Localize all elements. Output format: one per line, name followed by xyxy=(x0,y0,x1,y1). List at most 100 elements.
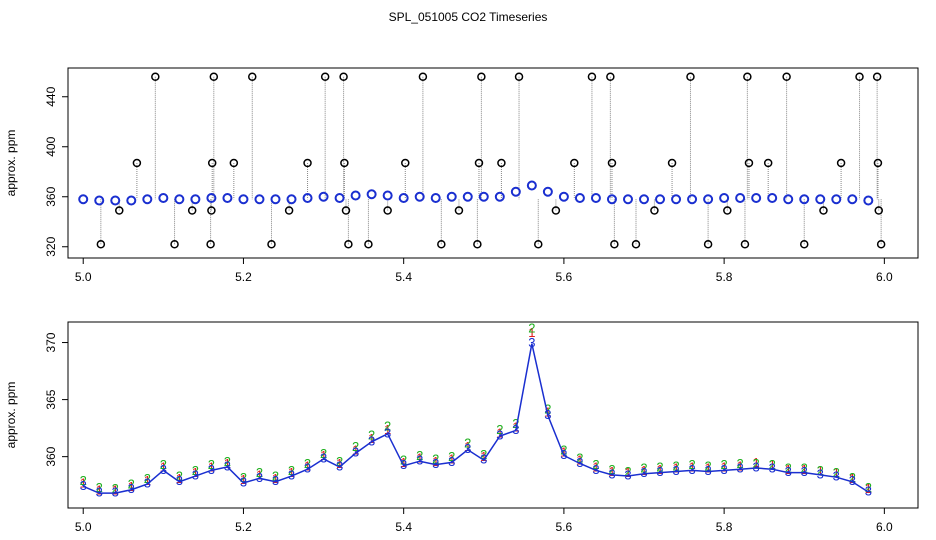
data-point xyxy=(631,240,641,249)
data-point xyxy=(462,191,473,202)
data-glyph: 3 xyxy=(304,461,311,476)
data-point xyxy=(286,194,297,205)
data-point xyxy=(510,186,521,197)
data-glyph: 3 xyxy=(672,463,679,478)
data-glyph: 2 xyxy=(833,465,840,480)
data-glyph: 2 xyxy=(416,448,423,463)
data-glyph: 3 xyxy=(560,447,567,462)
data-point xyxy=(132,158,142,168)
data-point xyxy=(366,189,377,200)
data-glyph: 3 xyxy=(640,465,647,480)
data-point xyxy=(115,206,124,215)
data-glyph: 2 xyxy=(144,471,151,486)
data-glyph: 3 xyxy=(448,454,455,469)
data-glyph: 2 xyxy=(176,469,183,484)
data-point xyxy=(270,194,281,205)
data-point xyxy=(872,72,882,81)
data-point xyxy=(190,194,201,205)
data-glyph: 1 xyxy=(688,459,695,474)
data-glyph: 3 xyxy=(480,452,487,467)
data-point xyxy=(401,158,410,168)
data-point xyxy=(687,194,698,205)
data-point xyxy=(639,194,650,205)
data-point xyxy=(542,186,553,197)
data-glyph: 1 xyxy=(320,448,327,463)
data-point xyxy=(876,240,886,249)
data-glyph: 1 xyxy=(160,459,167,474)
data-glyph: 2 xyxy=(769,457,776,472)
data-glyph: 1 xyxy=(849,471,856,486)
data-glyph: 2 xyxy=(272,469,279,484)
data-point xyxy=(815,194,826,205)
data-glyph: 3 xyxy=(801,464,808,479)
data-glyph: 3 xyxy=(753,459,760,474)
data-point xyxy=(686,72,695,81)
data-glyph: 1 xyxy=(112,482,119,497)
data-point xyxy=(96,240,106,249)
data-point xyxy=(514,72,524,81)
data-point xyxy=(267,240,276,249)
data-glyph: 2 xyxy=(320,446,327,461)
data-point xyxy=(209,72,219,81)
data-glyph: 3 xyxy=(416,453,423,468)
figure-title: SPL_051005 CO2 Timeseries xyxy=(389,10,548,24)
x-tick-label: 6.0 xyxy=(876,270,893,284)
y-tick-label: 440 xyxy=(44,86,58,106)
data-glyph: 3 xyxy=(272,473,279,488)
data-point xyxy=(418,72,428,81)
data-glyph: 3 xyxy=(144,475,151,490)
data-point xyxy=(847,194,858,205)
data-point xyxy=(735,193,746,203)
x-tick-label: 5.8 xyxy=(716,270,733,284)
data-glyph: 2 xyxy=(528,320,535,335)
data-glyph: 2 xyxy=(256,465,263,480)
data-glyph: 1 xyxy=(560,445,567,460)
data-glyph: 2 xyxy=(464,436,471,451)
data-glyph: 2 xyxy=(688,457,695,472)
data-glyph: 3 xyxy=(432,456,439,471)
y-tick-label: 320 xyxy=(44,236,58,256)
data-glyph: 3 xyxy=(512,422,519,437)
data-glyph: 3 xyxy=(785,464,792,479)
data-glyph: 2 xyxy=(160,457,167,472)
data-glyph: 2 xyxy=(432,452,439,467)
data-point xyxy=(863,195,874,206)
data-glyph: 2 xyxy=(288,463,295,478)
data-glyph: 3 xyxy=(865,483,872,498)
data-glyph: 3 xyxy=(400,457,407,472)
data-glyph: 3 xyxy=(833,469,840,484)
data-glyph: 1 xyxy=(833,465,840,480)
data-point xyxy=(248,72,257,81)
data-glyph: 1 xyxy=(416,450,423,465)
data-point xyxy=(783,194,794,205)
data-point xyxy=(437,240,446,249)
data-point xyxy=(767,193,778,203)
data-point xyxy=(574,193,585,203)
data-glyph: 1 xyxy=(769,457,776,472)
data-glyph: 2 xyxy=(753,456,760,471)
data-point xyxy=(534,240,543,249)
y-tick-label: 360 xyxy=(44,186,58,206)
data-glyph: 3 xyxy=(769,461,776,476)
data-point xyxy=(207,158,217,168)
data-glyph: 1 xyxy=(608,464,615,479)
data-glyph: 1 xyxy=(256,467,263,482)
data-glyph: 1 xyxy=(528,325,535,340)
data-point xyxy=(110,195,121,206)
data-glyph: 3 xyxy=(224,458,231,473)
data-point xyxy=(622,194,633,205)
data-glyph: 3 xyxy=(624,467,631,482)
data-glyph: 2 xyxy=(624,464,631,479)
data-point xyxy=(206,193,217,203)
data-glyph: 2 xyxy=(544,401,551,416)
data-point xyxy=(855,72,864,81)
data-point xyxy=(382,190,393,201)
data-glyph: 3 xyxy=(737,461,744,476)
data-glyph: 3 xyxy=(256,470,263,485)
data-point xyxy=(799,240,809,249)
data-point xyxy=(819,206,828,215)
data-point xyxy=(446,191,457,202)
x-tick-label: 5.2 xyxy=(235,520,252,534)
data-glyph: 1 xyxy=(288,465,295,480)
x-tick-label: 5.8 xyxy=(716,520,733,534)
